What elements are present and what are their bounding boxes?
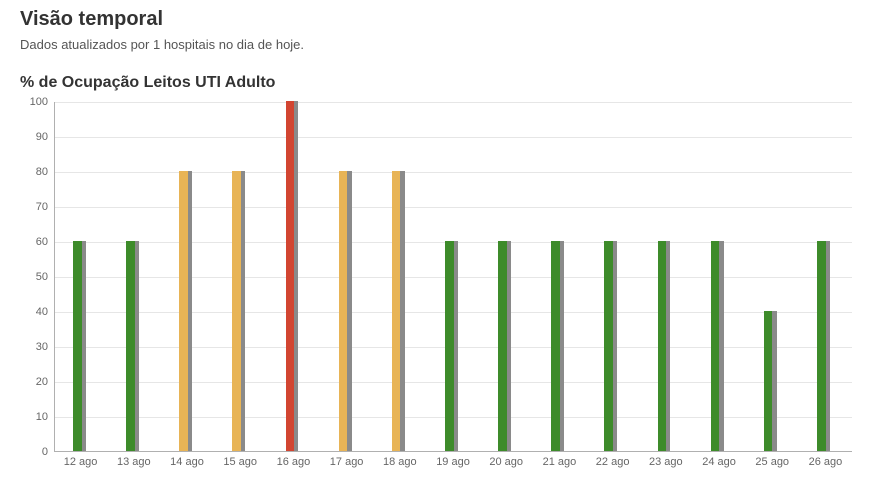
chart-bar-primary bbox=[498, 241, 507, 451]
chart-bar-slot bbox=[640, 102, 693, 451]
chart-y-tick: 10 bbox=[36, 411, 48, 423]
chart-bar-shadow bbox=[719, 241, 723, 451]
page-title: Visão temporal bbox=[20, 8, 852, 31]
chart-x-label: 20 ago bbox=[480, 456, 533, 468]
chart-bar-slot bbox=[480, 102, 533, 451]
chart-x-label: 19 ago bbox=[426, 456, 479, 468]
chart-x-label: 16 ago bbox=[267, 456, 320, 468]
page-subtitle: Dados atualizados por 1 hospitais no dia… bbox=[20, 37, 852, 52]
chart-x-label: 23 ago bbox=[639, 456, 692, 468]
chart-bar-shadow bbox=[826, 241, 830, 451]
chart-y-tick: 40 bbox=[36, 306, 48, 318]
chart-bar-slot bbox=[55, 102, 108, 451]
chart-bar-shadow bbox=[666, 241, 670, 451]
chart-x-label: 26 ago bbox=[799, 456, 852, 468]
root: Visão temporal Dados atualizados por 1 h… bbox=[0, 0, 872, 482]
chart-bar-shadow bbox=[294, 101, 298, 451]
chart-bar-primary bbox=[604, 241, 613, 451]
chart-bar-shadow bbox=[454, 241, 458, 451]
chart-bar-slot bbox=[214, 102, 267, 451]
chart-y-tick: 30 bbox=[36, 341, 48, 353]
chart-bar-primary bbox=[339, 171, 348, 451]
chart-bar-primary bbox=[179, 171, 188, 451]
chart-bar-shadow bbox=[135, 241, 139, 451]
chart-bar-primary bbox=[764, 311, 773, 451]
chart-bar-slot bbox=[321, 102, 374, 451]
chart-bar-primary bbox=[445, 241, 454, 451]
chart-bar-slot bbox=[161, 102, 214, 451]
chart-bar-shadow bbox=[400, 171, 404, 451]
chart-bar-slot bbox=[693, 102, 746, 451]
chart-x-label: 25 ago bbox=[746, 456, 799, 468]
chart-x-label: 15 ago bbox=[214, 456, 267, 468]
chart-bar-slot bbox=[799, 102, 852, 451]
chart-y-tick: 80 bbox=[36, 166, 48, 178]
chart-x-label: 17 ago bbox=[320, 456, 373, 468]
chart-bar-primary bbox=[392, 171, 401, 451]
occupancy-chart: 0102030405060708090100 12 ago13 ago14 ag… bbox=[20, 102, 852, 482]
chart-x-axis: 12 ago13 ago14 ago15 ago16 ago17 ago18 a… bbox=[54, 456, 852, 468]
chart-bar-primary bbox=[817, 241, 826, 451]
chart-bar-primary bbox=[126, 241, 135, 451]
chart-bar-shadow bbox=[241, 171, 245, 451]
chart-bar-primary bbox=[232, 171, 241, 451]
chart-bar-primary bbox=[286, 101, 295, 451]
chart-bar-slot bbox=[586, 102, 639, 451]
chart-x-label: 14 ago bbox=[160, 456, 213, 468]
chart-bar-slot bbox=[746, 102, 799, 451]
chart-plot-area bbox=[54, 102, 852, 452]
chart-y-tick: 70 bbox=[36, 201, 48, 213]
chart-x-label: 21 ago bbox=[533, 456, 586, 468]
chart-y-tick: 0 bbox=[42, 446, 48, 458]
chart-bar-primary bbox=[551, 241, 560, 451]
chart-bar-slot bbox=[533, 102, 586, 451]
chart-bar-primary bbox=[658, 241, 667, 451]
chart-bars bbox=[55, 102, 852, 451]
chart-bar-shadow bbox=[82, 241, 86, 451]
chart-title: % de Ocupação Leitos UTI Adulto bbox=[20, 74, 852, 92]
chart-bar-shadow bbox=[347, 171, 351, 451]
chart-bar-slot bbox=[374, 102, 427, 451]
chart-bar-shadow bbox=[560, 241, 564, 451]
chart-y-tick: 100 bbox=[30, 96, 48, 108]
chart-y-tick: 20 bbox=[36, 376, 48, 388]
chart-bar-shadow bbox=[507, 241, 511, 451]
chart-bar-slot bbox=[268, 102, 321, 451]
chart-y-tick: 50 bbox=[36, 271, 48, 283]
chart-bar-slot bbox=[427, 102, 480, 451]
chart-x-label: 22 ago bbox=[586, 456, 639, 468]
chart-bar-slot bbox=[108, 102, 161, 451]
chart-x-label: 13 ago bbox=[107, 456, 160, 468]
chart-y-tick: 60 bbox=[36, 236, 48, 248]
chart-x-label: 24 ago bbox=[692, 456, 745, 468]
chart-bar-primary bbox=[73, 241, 82, 451]
chart-bar-shadow bbox=[613, 241, 617, 451]
chart-x-label: 18 ago bbox=[373, 456, 426, 468]
chart-bar-primary bbox=[711, 241, 720, 451]
chart-x-label: 12 ago bbox=[54, 456, 107, 468]
chart-y-tick: 90 bbox=[36, 131, 48, 143]
chart-y-axis: 0102030405060708090100 bbox=[20, 102, 54, 452]
chart-bar-shadow bbox=[188, 171, 192, 451]
chart-bar-shadow bbox=[772, 311, 776, 451]
